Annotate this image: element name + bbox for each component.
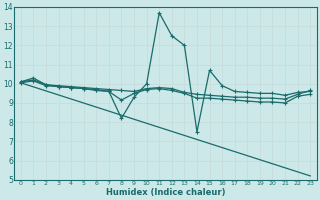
X-axis label: Humidex (Indice chaleur): Humidex (Indice chaleur): [106, 188, 225, 197]
